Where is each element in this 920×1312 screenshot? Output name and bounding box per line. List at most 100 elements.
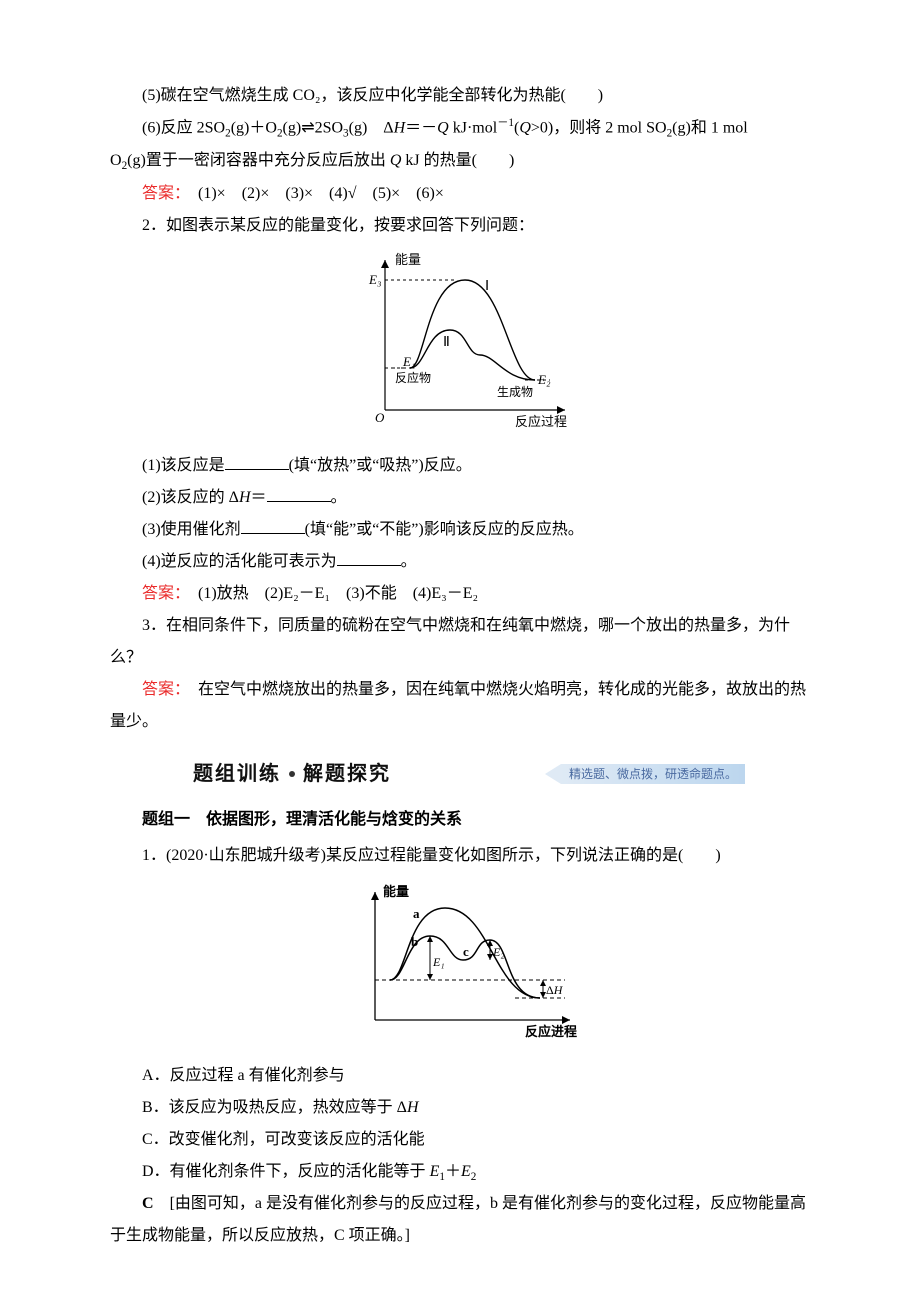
answer-3: 答案： 在空气中燃烧放出的热量多，因在纯氧中燃烧火焰明亮，转化成的光能多，故放出…: [110, 674, 820, 738]
reactant: 反应物: [395, 370, 431, 385]
t: 。: [401, 553, 417, 570]
t: (1)该反应是: [142, 457, 225, 474]
t: (g)⇌2SO: [283, 119, 344, 136]
t: H: [407, 1099, 419, 1116]
t: D．有催化剂条件下，反应的活化能等于: [142, 1163, 430, 1180]
answer-1: 答案： (1)× (2)× (3)× (4)√ (5)× (6)×: [110, 178, 820, 210]
problem-1-stem: 1．(2020·山东肥城升级考)某反应过程能量变化如图所示，下列说法正确的是( …: [110, 840, 820, 872]
t: (填“能”或“不能”)影响该反应的反应热。: [305, 521, 584, 538]
t: (g) Δ: [349, 119, 394, 136]
e2: E₂: [537, 372, 551, 387]
q2-3: (3)使用催化剂 (填“能”或“不能”)影响该反应的反应热。: [110, 514, 820, 546]
answer-label: 答案：: [142, 585, 182, 602]
t: kJ 的热量( ): [401, 152, 514, 169]
t: E: [430, 1163, 440, 1180]
banner-right-text: 精选题、微点拨，研透命题点。: [569, 762, 737, 786]
t: (g)置于一密闭容器中充分反应后放出: [127, 152, 390, 169]
e3: E₃: [368, 272, 381, 287]
option-c: C．改变催化剂，可改变该反应的活化能: [110, 1124, 820, 1156]
t: E: [461, 1163, 471, 1180]
option-d: D．有催化剂条件下，反应的活化能等于 E1＋E2: [110, 1156, 820, 1189]
answer-label: 答案：: [142, 681, 182, 698]
t: ＋: [445, 1163, 461, 1180]
blank: [267, 485, 331, 502]
answer-text: 在空气中燃烧放出的热量多，因在纯氧中燃烧火焰明亮，转化成的光能多，故放出的热量少…: [110, 681, 806, 730]
xlabel: 反应进程: [525, 1024, 577, 1039]
t: Q: [390, 152, 402, 169]
q2-4: (4)逆反应的活化能可表示为 。: [110, 546, 820, 578]
energy-diagram-1: 能量 反应过程 O E₃ E₁ E₂ 反应物 生成物 Ⅰ Ⅱ: [355, 250, 575, 430]
t: kJ·mol: [449, 119, 497, 136]
blank: [241, 517, 305, 534]
dot-icon: [289, 771, 295, 777]
answer-label: 答案：: [142, 185, 182, 202]
banner-left: 题组训练 解题探究: [185, 754, 399, 794]
t: 。: [331, 489, 347, 506]
t: ＝: [251, 489, 267, 506]
e1: E₁: [402, 354, 415, 369]
t: Q: [519, 119, 531, 136]
label-I: Ⅰ: [485, 279, 489, 294]
q5: (5)碳在空气燃烧生成 CO₂，该反应中化学能全部转化为热能( ): [110, 80, 820, 112]
blank: [225, 453, 289, 470]
q6-line2: O2(g)置于一密闭容器中充分反应后放出 Q kJ 的热量( ): [110, 145, 820, 178]
e2: E₂: [492, 945, 505, 959]
q2-1: (1)该反应是 (填“放热”或“吸热”)反应。: [110, 450, 820, 482]
t: (6)反应 2SO: [142, 119, 225, 136]
label-a: a: [413, 906, 420, 921]
answer-text: (1)放热 (2)E₂－E₁ (3)不能 (4)E₃－E₂: [182, 585, 478, 602]
q2-stem: 2．如图表示某反应的能量变化，按要求回答下列问题：: [110, 210, 820, 242]
t: (2)该反应的 Δ: [142, 489, 239, 506]
t: 3．在相同条件下，同质量的硫粉在空气中燃烧和在纯氧中燃烧，哪一个放出的热量多，为…: [110, 617, 790, 666]
sub: 2: [471, 1171, 477, 1183]
label-c: c: [463, 944, 469, 959]
option-b: B．该反应为吸热反应，热效应等于 ΔH: [110, 1092, 820, 1124]
t: (4)逆反应的活化能可表示为: [142, 553, 337, 570]
svg-text:O: O: [375, 410, 385, 425]
t: (g)＋O: [231, 119, 277, 136]
figure-1: 能量 反应过程 O E₃ E₁ E₂ 反应物 生成物 Ⅰ Ⅱ: [110, 250, 820, 442]
t: (填“放热”或“吸热”)反应。: [289, 457, 472, 474]
t: H: [394, 119, 406, 136]
section-banner: 题组训练 解题探究 精选题、微点拨，研透命题点。: [185, 754, 745, 794]
banner-right: 精选题、微点拨，研透命题点。: [561, 764, 745, 784]
t: (3)使用催化剂: [142, 521, 241, 538]
blank: [337, 549, 401, 566]
q2-2: (2)该反应的 ΔH＝ 。: [110, 482, 820, 514]
explanation: C [由图可知，a 是没有催化剂参与的反应过程，b 是有催化剂参与的变化过程，反…: [110, 1188, 820, 1252]
banner-sub: 解题探究: [303, 754, 391, 794]
answer-key: C: [142, 1195, 154, 1212]
t: A．反应过程 a 有催化剂参与: [142, 1067, 345, 1084]
product: 生成物: [497, 385, 533, 399]
label-II: Ⅱ: [443, 335, 450, 350]
t: ＝－: [405, 119, 437, 136]
e1: E₁: [432, 955, 445, 969]
q5-text: (5)碳在空气燃烧生成 CO₂，该反应中化学能全部转化为热能( ): [142, 87, 603, 104]
xlabel: 反应过程: [515, 414, 567, 429]
t: Q: [437, 119, 449, 136]
t: (1)放热 (2)E₂－E₁ (3)不能 (4)E₃－E₂: [182, 585, 478, 602]
dh: H: [553, 983, 564, 997]
answer-text: (1)× (2)× (3)× (4)√ (5)× (6)×: [182, 185, 444, 202]
t: B．该反应为吸热反应，热效应等于 Δ: [142, 1099, 407, 1116]
banner-main: 题组训练: [193, 754, 281, 794]
t: 2．如图表示某反应的能量变化，按要求回答下列问题：: [142, 217, 534, 234]
figure-2: 能量 反应进程 a b c E₁ E₂: [110, 880, 820, 1052]
answer-2: 答案： (1)放热 (2)E₂－E₁ (3)不能 (4)E₃－E₂: [110, 578, 820, 610]
explanation-text: [由图可知，a 是没有催化剂参与的反应过程，b 是有催化剂参与的变化过程，反应物…: [110, 1195, 806, 1244]
t: O: [110, 152, 122, 169]
svg-text:ΔH: ΔH: [546, 983, 564, 997]
group-1-title: 题组一 依据图形，理清活化能与焓变的关系: [110, 804, 820, 836]
sup: －1: [497, 117, 514, 129]
t: 题组一 依据图形，理清活化能与焓变的关系: [142, 811, 462, 828]
t: (g)和 1 mol: [672, 119, 748, 136]
energy-diagram-2: 能量 反应进程 a b c E₁ E₂: [345, 880, 585, 1040]
t: >0)，则将 2 mol SO: [531, 119, 667, 136]
q6-line1: (6)反应 2SO2(g)＋O2(g)⇌2SO3(g) ΔH＝－Q kJ·mol…: [110, 112, 820, 145]
page: (5)碳在空气燃烧生成 CO₂，该反应中化学能全部转化为热能( ) (6)反应 …: [0, 0, 920, 1312]
option-a: A．反应过程 a 有催化剂参与: [110, 1060, 820, 1092]
t: 1．(2020·山东肥城升级考)某反应过程能量变化如图所示，下列说法正确的是( …: [142, 847, 721, 864]
label-b: b: [411, 934, 418, 949]
ylabel: 能量: [395, 252, 421, 267]
t: H: [239, 489, 251, 506]
